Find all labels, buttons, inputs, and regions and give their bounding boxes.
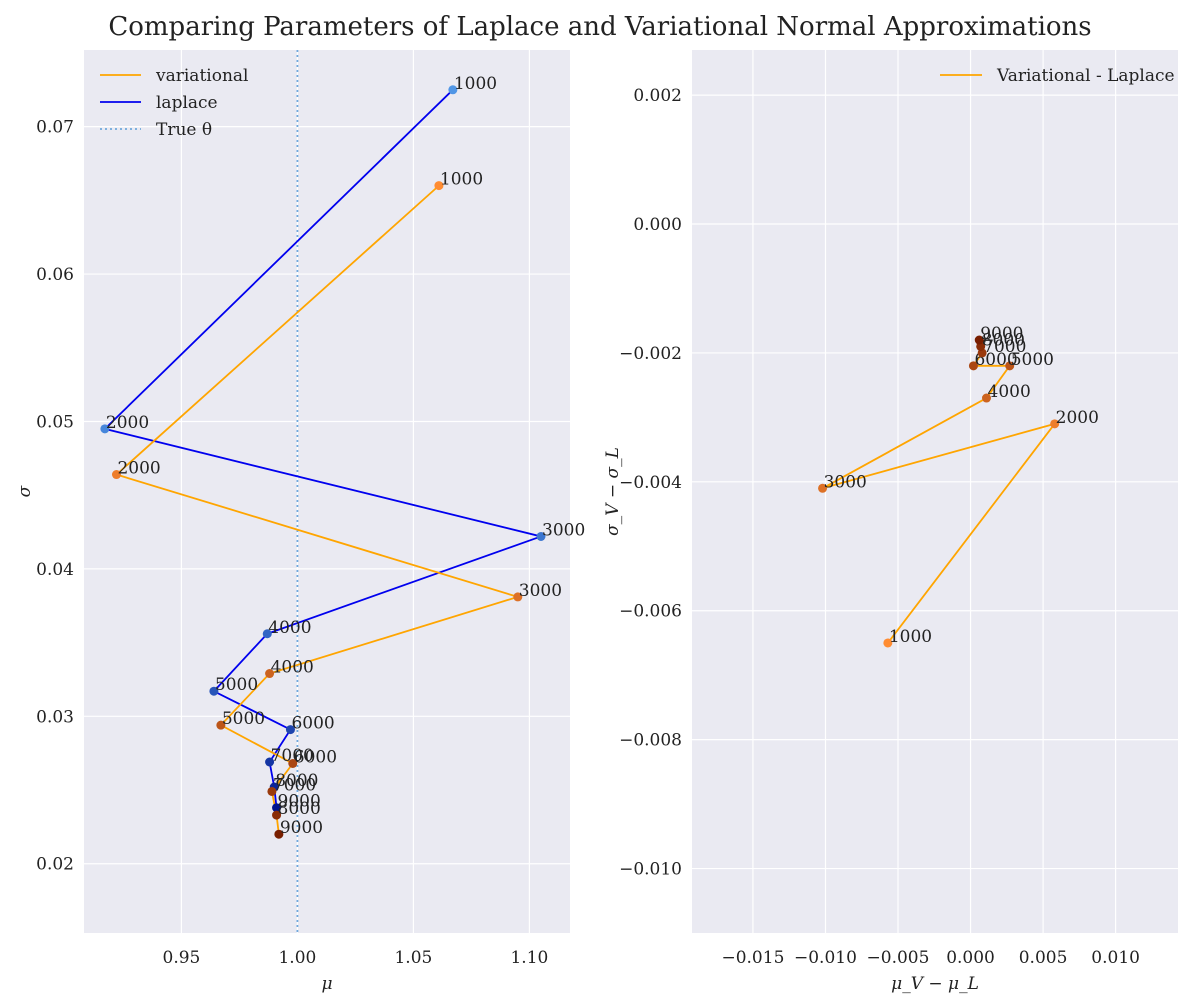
chart-panel-2: −0.015 −0.010 −0.005 0.000 0.005 0.010 −0.010 −… — [603, 50, 1178, 994]
data-point — [1005, 361, 1015, 371]
x-tick-label: 1.00 — [278, 948, 316, 968]
x-tick-label: 0.010 — [1091, 948, 1140, 968]
point-label: 8000 — [275, 771, 318, 791]
x-axis-label: μ — [321, 974, 332, 994]
point-label: 1000 — [889, 627, 932, 647]
data-point — [818, 483, 828, 493]
data-point — [982, 393, 992, 403]
y-tick-label: −0.004 — [619, 473, 682, 493]
point-label: 3000 — [519, 581, 562, 601]
point-label: 4000 — [988, 382, 1031, 402]
data-point — [274, 829, 284, 839]
y-tick-label: 0.002 — [633, 86, 682, 106]
chart-panel-1: 0.95 1.00 1.05 1.10 0.02 0.03 0.04 0.05 0.06 0.07… — [15, 50, 585, 994]
y-tick-label: 0.05 — [36, 412, 74, 432]
point-label: 5000 — [215, 675, 258, 695]
y-axis-label: σ — [15, 485, 35, 497]
x-tick-label: 0.95 — [163, 948, 201, 968]
point-label: 3000 — [542, 520, 585, 540]
data-point — [536, 531, 546, 541]
point-label: 9000 — [980, 324, 1023, 344]
y-tick-label: −0.008 — [619, 731, 682, 751]
y-tick-label: −0.010 — [619, 860, 682, 880]
legend-label: Variational - Laplace — [996, 66, 1175, 86]
legend-label: variational — [155, 66, 248, 86]
point-label: 8000 — [278, 799, 321, 819]
point-label: 6000 — [294, 747, 337, 767]
x-tick-label: 1.10 — [510, 948, 548, 968]
point-label: 7000 — [273, 775, 316, 795]
y-tick-label: 0.02 — [36, 855, 74, 875]
point-label: 3000 — [824, 472, 867, 492]
y-tick-label: −0.002 — [619, 344, 682, 364]
data-point — [265, 669, 275, 679]
point-label: 5000 — [222, 709, 265, 729]
data-point — [216, 720, 226, 730]
plot-area — [84, 50, 570, 933]
x-tick-label: 1.05 — [394, 948, 432, 968]
point-label: 2000 — [106, 413, 149, 433]
y-tick-label: 0.06 — [36, 265, 74, 285]
data-point — [285, 725, 295, 735]
point-label: 1000 — [454, 74, 497, 94]
y-tick-label: 0.07 — [36, 118, 74, 138]
data-point — [968, 361, 978, 371]
data-point — [272, 810, 282, 820]
point-label: 8000 — [982, 330, 1025, 350]
point-label: 4000 — [271, 658, 314, 678]
point-label: 5000 — [1011, 350, 1054, 370]
x-tick-label: −0.015 — [721, 948, 784, 968]
y-tick-label: 0.000 — [633, 215, 682, 235]
data-point — [272, 803, 282, 813]
point-label: 2000 — [1056, 408, 1099, 428]
data-point — [265, 757, 275, 767]
x-tick-label: −0.005 — [867, 948, 930, 968]
data-point — [448, 85, 458, 95]
data-point — [974, 335, 984, 345]
data-point — [209, 686, 219, 696]
data-point — [288, 758, 298, 768]
data-point — [513, 592, 523, 602]
point-label: 9000 — [280, 818, 323, 838]
data-point — [111, 470, 121, 480]
point-label: 1000 — [440, 170, 483, 190]
y-tick-label: 0.03 — [36, 707, 74, 727]
x-tick-label: 0.000 — [946, 948, 995, 968]
plot-area — [692, 50, 1178, 933]
x-tick-label: 0.005 — [1019, 948, 1068, 968]
legend-label: laplace — [156, 93, 218, 113]
figure-title: Comparing Parameters of Laplace and Vari… — [108, 12, 1092, 42]
point-label: 4000 — [268, 618, 311, 638]
x-axis-label: μ_V − μ_L — [891, 974, 979, 994]
data-point — [267, 786, 277, 796]
data-point — [262, 629, 272, 639]
point-label: 7000 — [271, 746, 314, 766]
x-tick-label: −0.010 — [794, 948, 857, 968]
y-axis-label: σ_V − σ_L — [603, 447, 623, 536]
point-label: 6000 — [291, 714, 334, 734]
point-label: 7000 — [983, 337, 1026, 357]
data-point — [100, 424, 110, 434]
y-tick-label: −0.006 — [619, 602, 682, 622]
data-point — [1050, 419, 1060, 429]
data-point — [883, 638, 893, 648]
legend-label: True θ — [156, 120, 212, 140]
y-tick-label: 0.04 — [36, 560, 74, 580]
point-label: 2000 — [117, 459, 160, 479]
point-label: 9000 — [278, 792, 321, 812]
data-point — [434, 181, 444, 191]
